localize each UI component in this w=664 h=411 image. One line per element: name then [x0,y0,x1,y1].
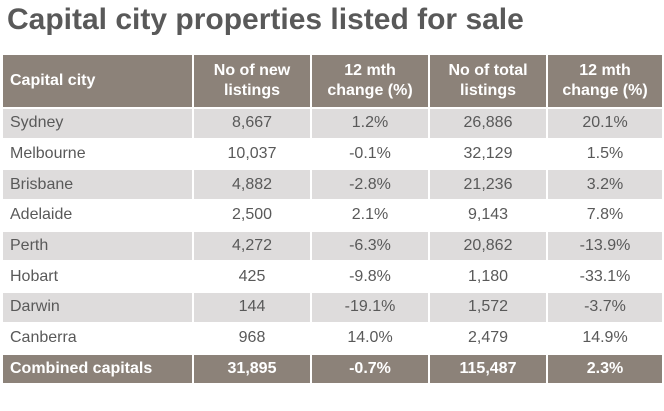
cell-city: Darwin [3,293,192,322]
cell-total-change: -3.7% [548,293,662,322]
header-total-listings-line2: listings [459,82,516,99]
header-total-change-line2: change (%) [562,82,648,99]
header-total-listings: No of total listings [430,55,546,107]
cell-total-change: 14.9% [548,323,662,353]
cell-total-listings: 20,862 [430,231,546,261]
cell-new-change: -19.1% [312,293,428,322]
total-row: Combined capitals 31,895 -0.7% 115,487 2… [3,354,662,383]
header-total-listings-line1: No of total [448,62,528,79]
total-new-listings: 31,895 [194,354,310,383]
cell-city: Adelaide [3,201,192,230]
cell-city: Sydney [3,109,192,138]
cell-new-listings: 968 [194,323,310,353]
table-row: Sydney 8,667 1.2% 26,886 20.1% [3,109,662,138]
cell-total-listings: 32,129 [430,139,546,169]
cell-new-change: 1.2% [312,109,428,138]
header-new-listings-line1: No of new [213,62,291,79]
page-title: Capital city properties listed for sale [7,3,524,36]
cell-total-listings: 21,236 [430,170,546,200]
header-new-change: 12 mth change (%) [312,55,428,107]
cell-city: Perth [3,231,192,261]
table-row: Adelaide 2,500 2.1% 9,143 7.8% [3,201,662,230]
cell-total-change: -33.1% [548,262,662,292]
cell-total-listings: 1,572 [430,293,546,322]
cell-new-listings: 4,882 [194,170,310,200]
table-row: Hobart 425 -9.8% 1,180 -33.1% [3,262,662,292]
cell-new-change: -9.8% [312,262,428,292]
header-row: Capital city No of new listings 12 mth c… [3,55,662,107]
cell-total-change: 7.8% [548,201,662,230]
header-total-change-line1: 12 mth [579,62,631,79]
cell-total-listings: 1,180 [430,262,546,292]
table-row: Brisbane 4,882 -2.8% 21,236 3.2% [3,170,662,200]
header-capital-city: Capital city [3,55,192,107]
header-total-change: 12 mth change (%) [548,55,662,107]
cell-total-listings: 9,143 [430,201,546,230]
total-total-listings: 115,487 [430,354,546,383]
total-city: Combined capitals [3,354,192,383]
total-total-change: 2.3% [548,354,662,383]
cell-total-change: -13.9% [548,231,662,261]
table-row: Melbourne 10,037 -0.1% 32,129 1.5% [3,139,662,169]
table-row: Darwin 144 -19.1% 1,572 -3.7% [3,293,662,322]
cell-total-listings: 26,886 [430,109,546,138]
cell-total-change: 20.1% [548,109,662,138]
header-new-listings-line2: listings [223,82,280,99]
table-row: Perth 4,272 -6.3% 20,862 -13.9% [3,231,662,261]
cell-total-change: 1.5% [548,139,662,169]
cell-city: Hobart [3,262,192,292]
cell-new-change: 2.1% [312,201,428,230]
cell-new-listings: 2,500 [194,201,310,230]
cell-new-listings: 8,667 [194,109,310,138]
cell-city: Melbourne [3,139,192,169]
header-new-listings: No of new listings [194,55,310,107]
header-new-change-line1: 12 mth [344,62,396,79]
cell-total-change: 3.2% [548,170,662,200]
cell-total-listings: 2,479 [430,323,546,353]
cell-new-change: 14.0% [312,323,428,353]
cell-new-listings: 10,037 [194,139,310,169]
cell-city: Canberra [3,323,192,353]
cell-new-change: -0.1% [312,139,428,169]
cell-new-change: -6.3% [312,231,428,261]
cell-new-change: -2.8% [312,170,428,200]
header-new-change-line2: change (%) [327,82,413,99]
listings-table: Capital city No of new listings 12 mth c… [1,53,664,385]
table-row: Canberra 968 14.0% 2,479 14.9% [3,323,662,353]
total-new-change: -0.7% [312,354,428,383]
cell-new-listings: 425 [194,262,310,292]
cell-city: Brisbane [3,170,192,200]
cell-new-listings: 144 [194,293,310,322]
cell-new-listings: 4,272 [194,231,310,261]
header-capital-city-label: Capital city [10,72,96,89]
